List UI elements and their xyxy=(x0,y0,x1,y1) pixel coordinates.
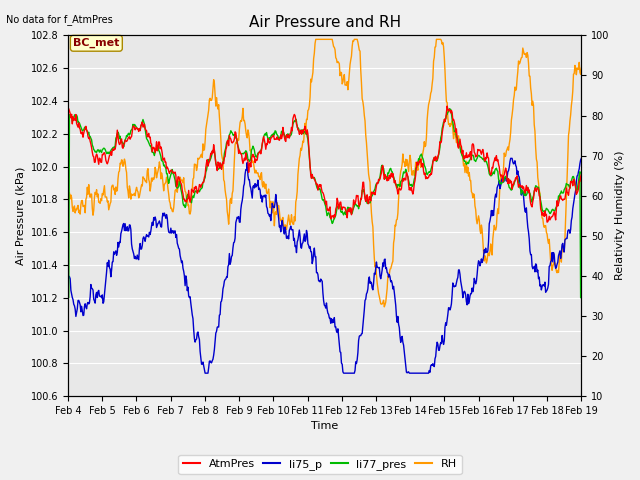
Y-axis label: Air Pressure (kPa): Air Pressure (kPa) xyxy=(15,167,25,265)
Title: Air Pressure and RH: Air Pressure and RH xyxy=(248,15,401,30)
Legend: AtmPres, li75_p, li77_pres, RH: AtmPres, li75_p, li77_pres, RH xyxy=(179,455,461,474)
Text: BC_met: BC_met xyxy=(73,38,120,48)
Text: No data for f_AtmPres: No data for f_AtmPres xyxy=(6,14,113,25)
X-axis label: Time: Time xyxy=(311,421,339,432)
Y-axis label: Relativity Humidity (%): Relativity Humidity (%) xyxy=(615,151,625,280)
